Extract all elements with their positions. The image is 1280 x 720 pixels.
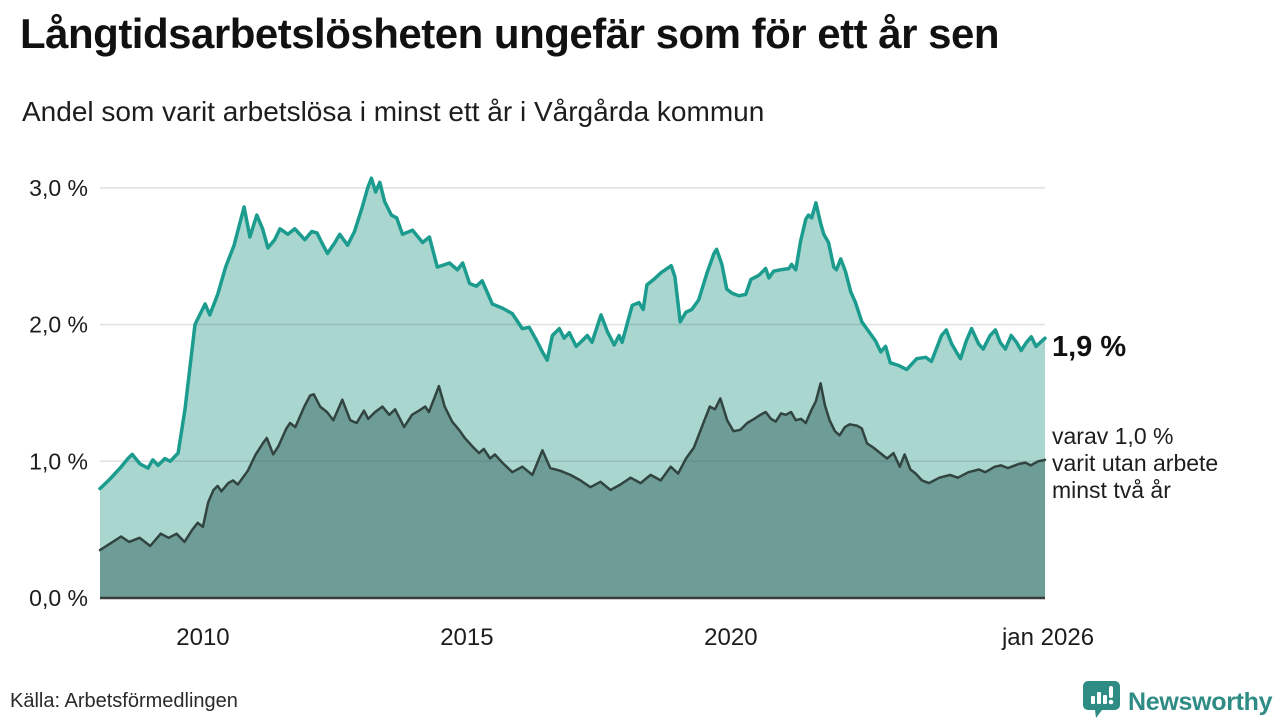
newsworthy-logo-icon <box>1083 680 1121 720</box>
y-tick-label: 2,0 % <box>29 312 88 338</box>
source-note: Källa: Arbetsförmedlingen <box>10 690 238 712</box>
latest-value-label: 1,9 % <box>1052 331 1127 363</box>
y-tick-label: 0,0 % <box>29 585 88 611</box>
series-line-2 <box>98 382 1047 552</box>
secondary-annotation: varav 1,0 % varit utan arbete minst två … <box>1052 423 1219 503</box>
x-tick-label: 2010 <box>176 624 229 651</box>
series-line-1 <box>98 176 1047 491</box>
y-tick-label: 1,0 % <box>29 448 88 474</box>
page-subtitle: Andel som varit arbetslösa i minst ett å… <box>22 96 765 127</box>
newsworthy-brand: Newsworthy <box>1083 680 1273 720</box>
x-tick-label: 2015 <box>440 624 493 651</box>
newsworthy-wordmark: Newsworthy <box>1128 688 1273 716</box>
page-title: Långtidsarbetslösheten ungefär som för e… <box>20 10 1000 57</box>
y-tick-label: 3,0 % <box>29 175 88 201</box>
area-fill-series-2 <box>100 383 1045 598</box>
x-tick-label: 2020 <box>704 624 757 651</box>
x-tick-label: jan 2026 <box>1001 624 1094 651</box>
